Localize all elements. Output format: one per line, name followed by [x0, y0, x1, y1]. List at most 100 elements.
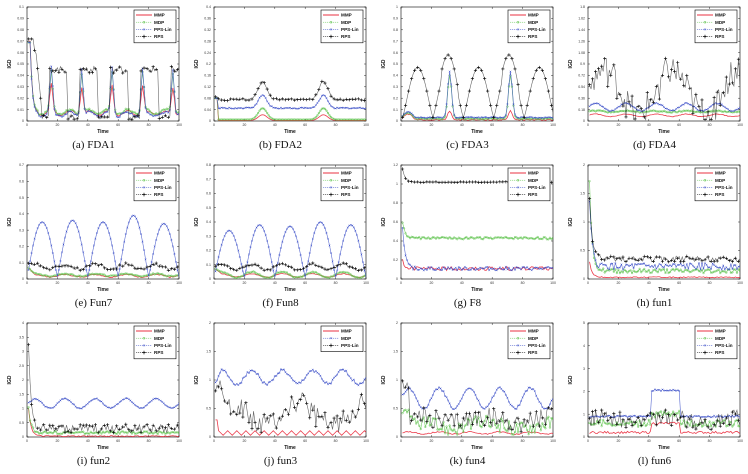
- data-point-pps-lin: [507, 83, 510, 86]
- data-point-mdp: [690, 270, 693, 273]
- data-point-mdp: [357, 276, 360, 279]
- data-point-mdp: [322, 275, 325, 278]
- data-point-rps: [525, 103, 529, 107]
- data-point-rps: [99, 427, 104, 431]
- data-point-mdp: [114, 274, 117, 277]
- data-point-pps-lin: [533, 266, 536, 269]
- data-point-rps: [606, 256, 610, 260]
- data-point-rps: [29, 261, 34, 265]
- data-point-mdp: [421, 236, 424, 239]
- data-point-pps-lin: [357, 106, 360, 109]
- data-point-pps-lin: [705, 263, 708, 266]
- data-point-mdp: [478, 236, 482, 239]
- data-point-pps-lin: [512, 103, 515, 106]
- data-point-mdp: [675, 267, 678, 271]
- data-point-rps: [157, 117, 161, 121]
- data-point-pps-lin: [514, 407, 516, 410]
- y-tick-label: 0: [583, 435, 585, 439]
- data-point-mdp: [646, 270, 649, 273]
- data-point-pps-lin: [704, 108, 707, 111]
- data-point-mdp: [661, 268, 664, 271]
- x-tick-label: 80: [708, 123, 712, 127]
- data-point-mdp: [167, 274, 170, 277]
- data-point-rps: [256, 263, 260, 267]
- data-point-pps-lin: [605, 264, 608, 267]
- data-point-mdp: [681, 270, 684, 273]
- data-point-rps: [483, 180, 487, 184]
- data-point-pps-lin: [501, 389, 504, 392]
- data-point-pps-lin: [68, 399, 71, 402]
- data-point-rps: [66, 264, 70, 268]
- data-point-rps: [437, 89, 441, 93]
- data-point-pps-lin: [506, 268, 509, 271]
- data-point-rps: [624, 425, 628, 429]
- data-point-mdp: [361, 381, 364, 384]
- data-point-pps-lin: [167, 228, 170, 231]
- data-point-mdp: [100, 273, 103, 276]
- data-point-pps-lin: [65, 397, 68, 400]
- data-point-pps-lin: [217, 107, 220, 110]
- data-point-rps: [124, 261, 128, 265]
- data-point-mdp: [481, 118, 485, 121]
- data-point-mdp: [337, 118, 340, 121]
- data-point-pps-lin: [50, 65, 53, 68]
- legend-label: MMP: [341, 329, 352, 334]
- data-point-mdp: [450, 428, 453, 431]
- chart-caption: (j) fun3: [263, 455, 298, 467]
- data-point-mdp: [258, 109, 261, 112]
- data-point-pps-lin: [316, 223, 319, 226]
- data-point-rps: [33, 48, 37, 52]
- data-point-rps: [733, 412, 738, 416]
- data-point-rps: [163, 425, 167, 430]
- data-point-mdp: [640, 271, 643, 274]
- data-point-pps-lin: [54, 269, 57, 272]
- data-point-pps-lin: [339, 253, 342, 256]
- data-point-pps-lin: [612, 109, 615, 112]
- data-point-rps: [109, 429, 113, 433]
- data-point-pps-lin: [620, 415, 623, 418]
- data-point-pps-lin: [296, 402, 300, 406]
- y-tick-label: 0: [583, 119, 585, 123]
- data-point-pps-lin: [409, 111, 412, 114]
- data-point-mdp: [145, 430, 149, 433]
- data-point-mdp: [629, 109, 632, 113]
- data-point-mdp: [266, 111, 269, 115]
- data-point-pps-lin: [503, 390, 506, 393]
- data-point-rps: [33, 262, 37, 266]
- data-point-mdp: [708, 420, 711, 423]
- data-point-pps-lin: [337, 261, 340, 264]
- data-point-rps: [410, 418, 414, 422]
- data-point-pps-lin: [590, 103, 593, 106]
- data-point-pps-lin: [79, 236, 82, 239]
- data-point-pps-lin: [729, 110, 732, 112]
- data-point-rps: [636, 415, 640, 419]
- data-point-rps: [93, 67, 97, 71]
- data-point-mdp: [152, 432, 155, 435]
- data-point-pps-lin: [631, 415, 634, 418]
- data-point-pps-lin: [156, 397, 159, 400]
- series-line-mmp: [28, 408, 179, 437]
- data-point-mdp: [480, 426, 483, 429]
- chart-panel-l: 0 1 2 3 4 5 0 20 40 60 80 100 Time IGD MMP MDP PPS-Lin RP…: [561, 316, 748, 474]
- data-point-mdp: [600, 424, 603, 428]
- data-point-pps-lin: [33, 397, 36, 400]
- data-point-mdp: [253, 116, 257, 119]
- data-point-pps-lin: [457, 265, 460, 268]
- data-point-mdp: [509, 74, 512, 77]
- data-point-pps-lin: [45, 405, 48, 408]
- data-point-pps-lin: [448, 268, 451, 270]
- legend-label: MMP: [715, 329, 726, 334]
- data-point-mdp: [415, 422, 418, 425]
- data-point-rps: [688, 417, 692, 421]
- data-point-mdp: [273, 374, 276, 377]
- data-point-mdp: [147, 432, 150, 435]
- data-point-rps: [715, 419, 719, 423]
- legend-label: RPS: [528, 192, 537, 197]
- data-point-pps-lin: [729, 415, 732, 418]
- data-point-pps-lin: [307, 107, 310, 110]
- data-point-rps: [229, 97, 233, 101]
- data-point-pps-lin: [541, 406, 544, 409]
- data-point-rps: [452, 67, 456, 71]
- data-point-pps-lin: [153, 114, 156, 117]
- data-point-pps-lin: [656, 102, 659, 105]
